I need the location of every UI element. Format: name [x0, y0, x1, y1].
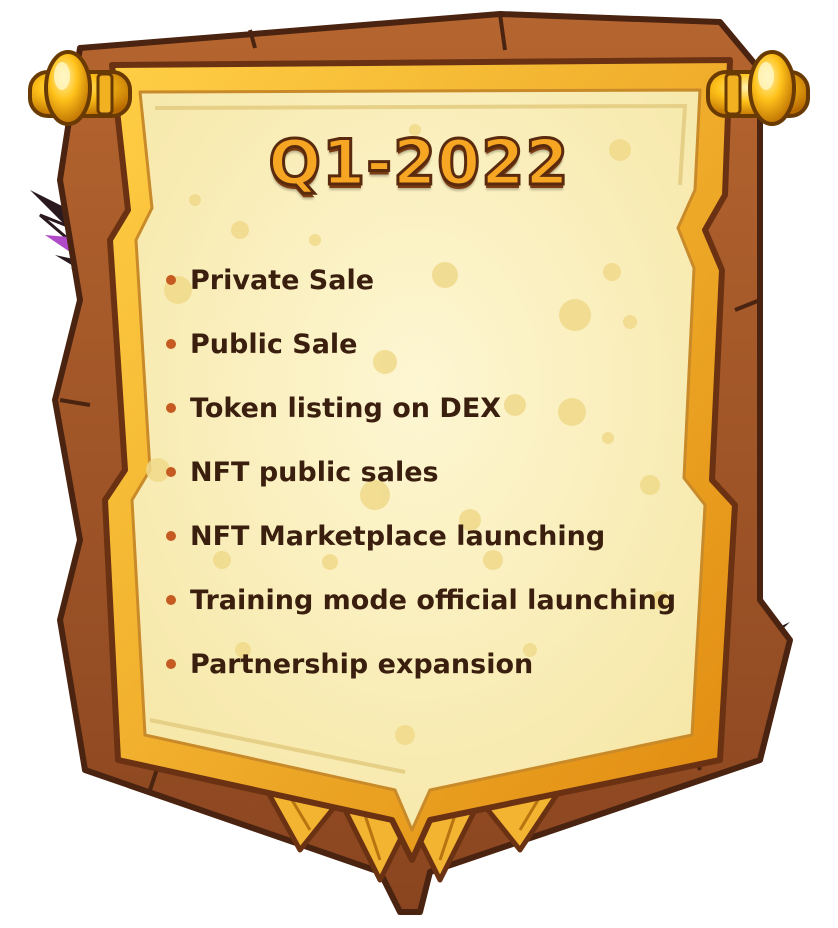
- milestone-label: Partnership expansion: [190, 648, 534, 680]
- parchment-spots: [146, 124, 669, 745]
- milestone-list: Private Sale Public Sale Token listing o…: [166, 248, 706, 696]
- bullet-icon: [166, 531, 176, 541]
- milestone-label: Public Sale: [190, 328, 358, 360]
- milestone-item: NFT Marketplace launching: [166, 504, 706, 568]
- milestone-item: Private Sale: [166, 248, 706, 312]
- milestone-label: NFT Marketplace launching: [190, 520, 606, 552]
- milestone-label: Training mode official launching: [190, 584, 677, 616]
- bullet-icon: [166, 275, 176, 285]
- milestone-label: NFT public sales: [190, 456, 439, 488]
- milestone-label: Token listing on DEX: [190, 392, 502, 424]
- gold-rod-knob-right: [706, 50, 810, 126]
- milestone-item: NFT public sales: [166, 440, 706, 504]
- roadmap-title: Q1-2022: [267, 126, 570, 199]
- gold-rod-knob-left: [28, 50, 132, 126]
- milestone-item: Partnership expansion: [166, 632, 706, 696]
- bullet-icon: [166, 339, 176, 349]
- milestone-item: Training mode official launching: [166, 568, 706, 632]
- bullet-icon: [166, 595, 176, 605]
- milestone-item: Public Sale: [166, 312, 706, 376]
- bullet-icon: [166, 467, 176, 477]
- bullet-icon: [166, 403, 176, 413]
- milestone-label: Private Sale: [190, 264, 375, 296]
- bullet-icon: [166, 659, 176, 669]
- milestone-item: Token listing on DEX: [166, 376, 706, 440]
- parchment: [130, 88, 707, 832]
